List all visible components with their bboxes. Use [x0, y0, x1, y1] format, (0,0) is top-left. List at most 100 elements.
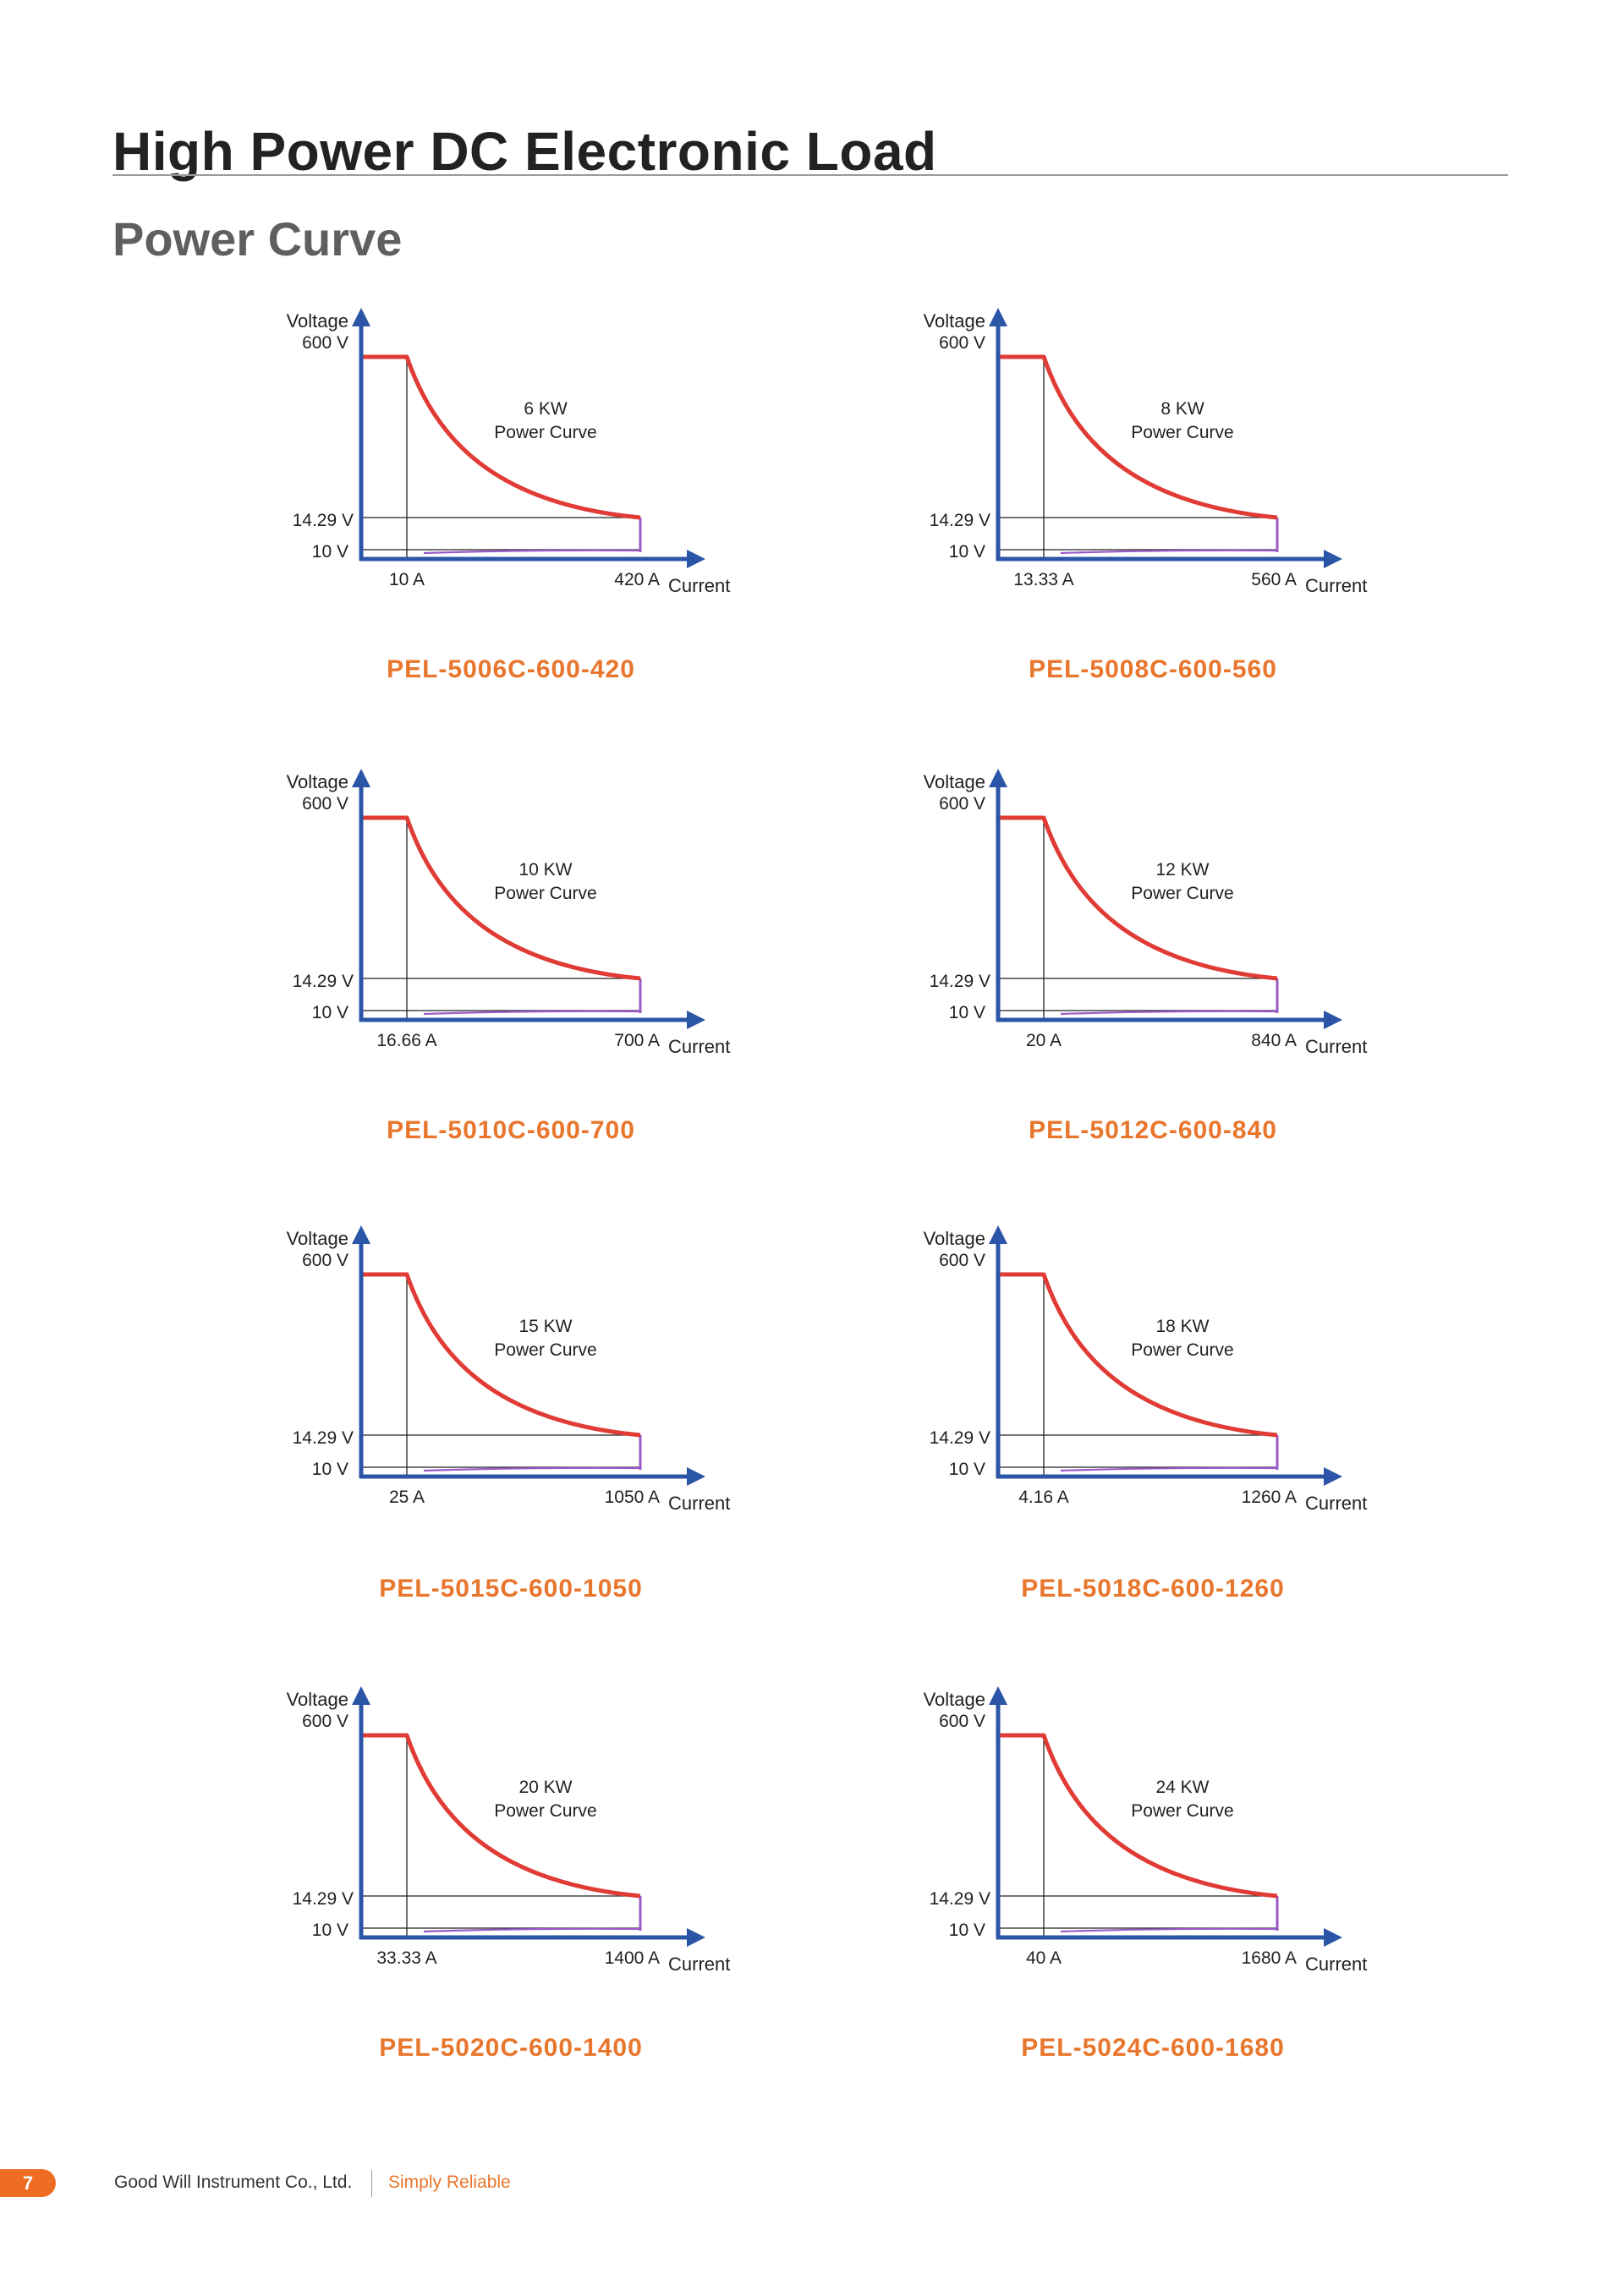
voltage-mid-label: 14.29 V [293, 1428, 354, 1448]
model-number: PEL-5020C-600-1400 [379, 2034, 643, 2062]
curve-label: Power Curve [1131, 1340, 1233, 1360]
voltage-min-label: 10 V [949, 1460, 985, 1479]
power-curve-chart: Voltage 600 V 14.29 V 10 V 13.33 A 560 A Curre… [908, 304, 1398, 596]
y-axis-arrow [989, 1686, 1007, 1705]
title-divider [112, 174, 1508, 176]
power-curve-chart: Voltage 600 V 14.29 V 10 V 25 A 1050 A Current… [271, 1222, 761, 1514]
power-curve-chart: Voltage 600 V 14.29 V 10 V 16.66 A 700 A Curre… [271, 765, 761, 1057]
x-axis-label: Current [1305, 575, 1367, 592]
curve-label: Power Curve [1131, 884, 1233, 903]
y-axis-arrow [352, 1686, 370, 1705]
current-min-label: 20 A [1026, 1031, 1062, 1050]
power-curve-chart: Voltage 600 V 14.29 V 10 V 10 A 420 A Current 6… [271, 304, 761, 596]
y-axis-label: Voltage [287, 771, 348, 792]
voltage-mid-label: 14.29 V [930, 1428, 990, 1448]
low-voltage-curve [1060, 1010, 1278, 1016]
x-axis-label: Current [1305, 1036, 1367, 1053]
power-rating-label: 24 KW [1155, 1778, 1209, 1797]
current-max-label: 700 A [614, 1031, 660, 1050]
page-number: 7 [0, 2169, 56, 2197]
current-max-label: 420 A [614, 570, 660, 589]
company-slogan: Simply Reliable [388, 2173, 511, 2192]
x-axis-label: Current [668, 1954, 730, 1970]
page-title: High Power DC Electronic Load [112, 121, 937, 182]
x-axis-label: Current [668, 575, 730, 592]
x-axis-label: Current [1305, 1954, 1367, 1970]
power-rating-label: 20 KW [518, 1778, 572, 1797]
y-axis-label: Voltage [287, 1228, 348, 1249]
voltage-min-label: 10 V [312, 1460, 348, 1479]
current-min-label: 33.33 A [376, 1948, 436, 1968]
model-number: PEL-5024C-600-1680 [1021, 2034, 1285, 2062]
low-voltage-curve [423, 1466, 641, 1472]
voltage-max-label: 600 V [939, 1251, 985, 1270]
section-subtitle: Power Curve [112, 212, 403, 266]
power-curve-line [361, 1272, 641, 1438]
voltage-max-label: 600 V [302, 333, 348, 353]
x-axis-label: Current [668, 1493, 730, 1510]
x-axis-arrow [687, 550, 705, 568]
low-voltage-curve [423, 549, 641, 555]
low-voltage-curve [1060, 1466, 1278, 1472]
x-axis-arrow [1324, 1467, 1342, 1486]
voltage-min-label: 10 V [312, 1003, 348, 1022]
power-curve-line [361, 1733, 641, 1899]
x-axis-arrow [1324, 550, 1342, 568]
voltage-mid-label: 14.29 V [293, 972, 354, 991]
power-curve-chart: Voltage 600 V 14.29 V 10 V 40 A 1680 A Current… [908, 1683, 1398, 1975]
power-rating-label: 10 KW [518, 860, 572, 879]
curve-label: Power Curve [494, 884, 596, 903]
model-number: PEL-5018C-600-1260 [1021, 1575, 1285, 1603]
power-rating-label: 8 KW [1160, 399, 1204, 419]
x-axis-label: Current [1305, 1493, 1367, 1510]
curve-label: Power Curve [494, 1340, 596, 1360]
current-max-label: 1260 A [1242, 1488, 1297, 1507]
power-curve-svg: Voltage 600 V 14.29 V 10 V 25 A 1050 A Current… [287, 1225, 730, 1514]
curve-label: Power Curve [1131, 423, 1233, 442]
model-number: PEL-5012C-600-840 [1029, 1116, 1277, 1144]
low-voltage-curve [1060, 1927, 1278, 1933]
power-curve-svg: Voltage 600 V 14.29 V 10 V 40 A 1680 A Current… [924, 1686, 1367, 1975]
x-axis-arrow [687, 1928, 705, 1947]
x-axis-arrow [687, 1467, 705, 1486]
y-axis-label: Voltage [924, 310, 985, 332]
voltage-mid-label: 14.29 V [930, 972, 990, 991]
y-axis-arrow [989, 308, 1007, 326]
power-curve-chart: Voltage 600 V 14.29 V 10 V 4.16 A 1260 A Curre… [908, 1222, 1398, 1514]
curve-label: Power Curve [1131, 1801, 1233, 1821]
footer-divider [371, 2170, 372, 2197]
current-min-label: 40 A [1026, 1948, 1062, 1968]
y-axis-arrow [352, 769, 370, 787]
current-max-label: 840 A [1251, 1031, 1297, 1050]
y-axis-arrow [989, 769, 1007, 787]
power-curve-chart: Voltage 600 V 14.29 V 10 V 20 A 840 A Current 1… [908, 765, 1398, 1057]
voltage-max-label: 600 V [302, 794, 348, 814]
power-curve-chart: Voltage 600 V 14.29 V 10 V 33.33 A 1400 A Curr… [271, 1683, 761, 1975]
voltage-min-label: 10 V [312, 1921, 348, 1940]
x-axis-arrow [1324, 1928, 1342, 1947]
voltage-mid-label: 14.29 V [293, 511, 354, 530]
company-name: Good Will Instrument Co., Ltd. [114, 2173, 353, 2192]
current-min-label: 13.33 A [1013, 570, 1073, 589]
power-curve-line [361, 815, 641, 981]
voltage-max-label: 600 V [939, 1712, 985, 1731]
curve-label: Power Curve [494, 1801, 596, 1821]
y-axis-label: Voltage [924, 1228, 985, 1249]
x-axis-arrow [687, 1011, 705, 1029]
voltage-max-label: 600 V [939, 333, 985, 353]
voltage-min-label: 10 V [312, 542, 348, 562]
current-min-label: 16.66 A [376, 1031, 436, 1050]
power-curve-line [361, 354, 641, 520]
current-max-label: 1680 A [1242, 1948, 1297, 1968]
power-rating-label: 15 KW [518, 1317, 572, 1336]
model-number: PEL-5006C-600-420 [387, 655, 635, 683]
y-axis-arrow [352, 1225, 370, 1244]
voltage-min-label: 10 V [949, 542, 985, 562]
power-rating-label: 6 KW [524, 399, 568, 419]
model-number: PEL-5010C-600-700 [387, 1116, 635, 1144]
low-voltage-curve [423, 1927, 641, 1933]
